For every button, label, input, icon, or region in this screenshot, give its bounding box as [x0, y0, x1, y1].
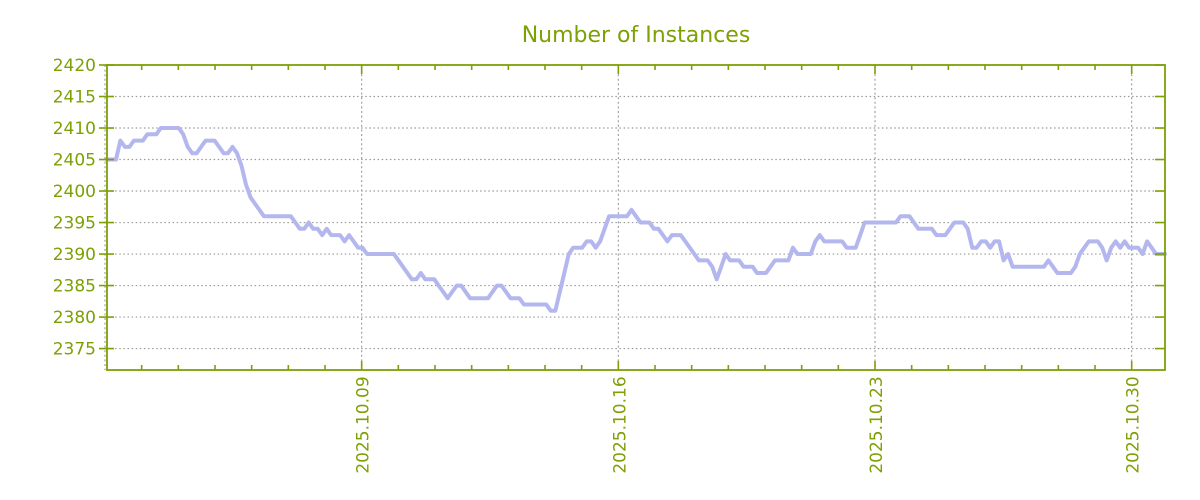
y-tick-label: 2380 [53, 308, 96, 328]
x-tick-label: 2025.10.09 [354, 376, 374, 473]
x-tick-label: 2025.10.16 [610, 376, 630, 473]
gridlines [104, 65, 1165, 370]
y-tick-label: 2420 [53, 56, 96, 76]
axis-labels: 2375 2380 2385 2390 2395 2400 2405 2410 2415 2420… [53, 56, 1144, 474]
data-series [105, 126, 1167, 313]
x-tick-label: 2025.10.23 [867, 376, 887, 473]
instances-line-series [105, 126, 1167, 313]
axes-frame [99, 64, 1166, 371]
y-tick-label: 2395 [53, 214, 96, 234]
y-tick-label: 2390 [53, 245, 96, 265]
plot-frame [106, 64, 1166, 371]
y-tick-label: 2405 [53, 151, 96, 171]
y-tick-label: 2400 [53, 182, 96, 202]
y-tick-label: 2385 [53, 277, 96, 297]
x-tick-label: 2025.10.30 [1124, 376, 1144, 473]
y-tick-label: 2410 [53, 119, 96, 139]
chart-title: Number of Instances [522, 23, 751, 48]
y-tick-label: 2375 [53, 340, 96, 360]
y-tick-label: 2415 [53, 88, 96, 108]
